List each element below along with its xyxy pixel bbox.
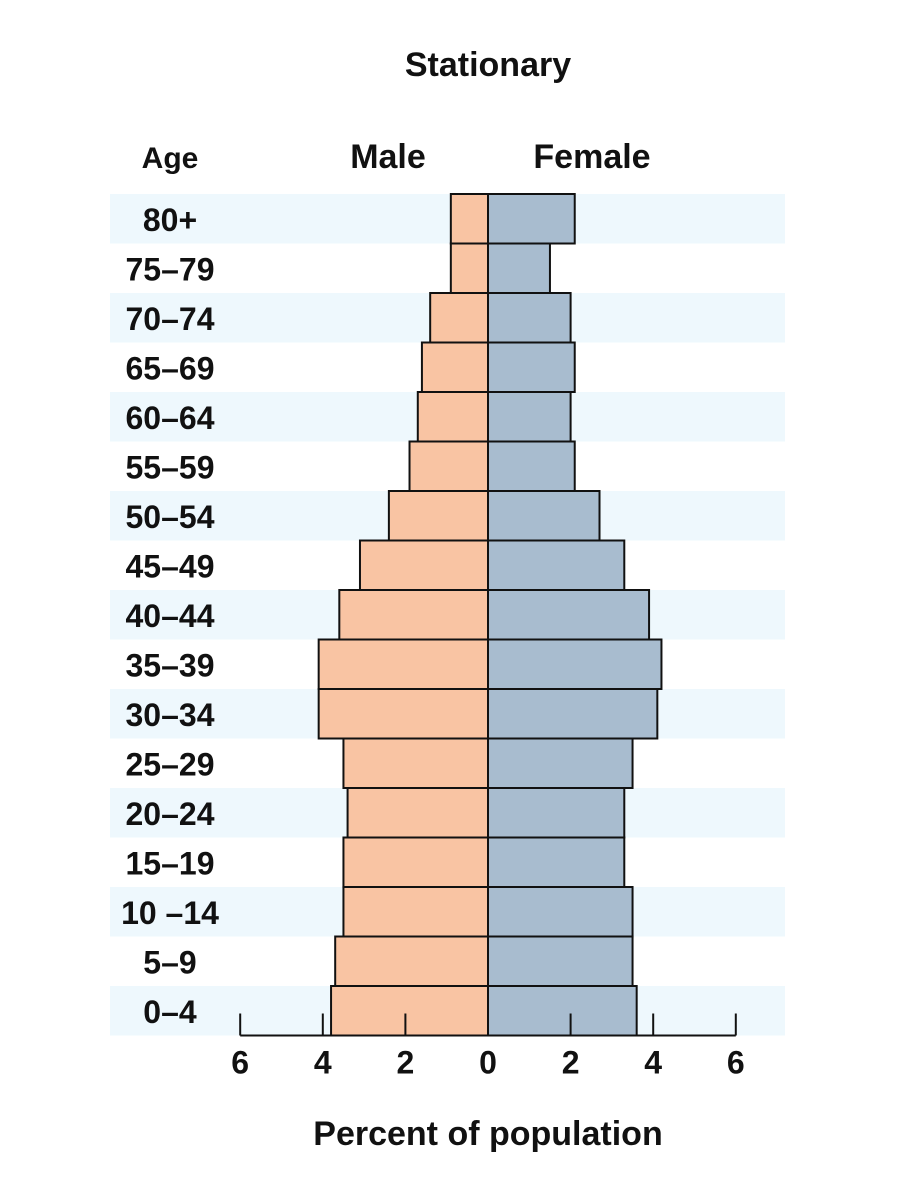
bar-male xyxy=(387,490,490,542)
age-category-label: 50–54 xyxy=(126,499,215,535)
bar-female xyxy=(487,589,651,641)
bar-female xyxy=(487,935,634,987)
x-tick-label: 6 xyxy=(727,1045,745,1081)
age-category-label: 65–69 xyxy=(126,350,215,386)
age-category-label: 40–44 xyxy=(126,598,215,634)
age-category-label: 10 –14 xyxy=(121,895,219,931)
bar-female xyxy=(487,341,576,393)
bar-male xyxy=(449,193,489,245)
age-category-label: 55–59 xyxy=(126,449,215,485)
age-category-label: 60–64 xyxy=(126,400,215,436)
bar-female xyxy=(487,193,576,245)
bar-female xyxy=(487,539,626,591)
bars xyxy=(317,193,663,1037)
bar-male xyxy=(317,638,490,690)
bar-female xyxy=(487,688,659,740)
bar-male xyxy=(429,292,489,344)
x-axis: 6 4 2 0 2 4 6 xyxy=(231,1013,745,1081)
age-category-label: 20–24 xyxy=(126,796,215,832)
bar-male xyxy=(358,539,489,591)
age-category-label: 70–74 xyxy=(126,301,215,337)
x-axis-label: Percent of population xyxy=(313,1115,662,1153)
bar-female xyxy=(487,737,634,789)
x-tick-label: 2 xyxy=(562,1045,580,1081)
legend-female: Female xyxy=(533,138,650,176)
chart-title: Stationary xyxy=(405,46,571,84)
bar-male xyxy=(330,985,489,1037)
age-category-label: 35–39 xyxy=(126,647,215,683)
age-category-label: 15–19 xyxy=(126,845,215,881)
age-category-label: 75–79 xyxy=(126,251,215,287)
bar-male xyxy=(334,935,489,987)
legend-male: Male xyxy=(350,138,426,176)
bar-male xyxy=(338,589,489,641)
bar-male xyxy=(342,886,490,938)
bar-male xyxy=(420,341,490,393)
bar-male xyxy=(317,688,490,740)
age-category-label: 25–29 xyxy=(126,746,215,782)
age-category-label: 80+ xyxy=(143,202,197,238)
bar-female xyxy=(487,985,638,1037)
bar-female xyxy=(487,836,626,888)
x-tick-label: 6 xyxy=(231,1045,249,1081)
x-tick-label: 4 xyxy=(644,1045,662,1081)
bar-female xyxy=(487,886,634,938)
age-category-label: 5–9 xyxy=(143,944,196,980)
bar-female xyxy=(487,391,572,443)
age-category-label: 30–34 xyxy=(126,697,215,733)
bar-female xyxy=(487,292,572,344)
age-category-label: 0–4 xyxy=(143,994,197,1030)
bar-female xyxy=(487,787,626,839)
bar-female xyxy=(487,440,576,492)
bar-male xyxy=(408,440,489,492)
x-tick-label: 0 xyxy=(479,1045,497,1081)
bar-male xyxy=(342,836,490,888)
bar-female xyxy=(487,638,663,690)
bar-male xyxy=(449,242,489,294)
x-tick-label: 4 xyxy=(314,1045,332,1081)
age-labels: 80+ 75–79 70–74 65–69 60–64 55–59 50–54 45–49 40… xyxy=(121,202,219,1030)
bar-female xyxy=(487,490,601,542)
age-axis-label: Age xyxy=(142,142,199,175)
age-category-label: 45–49 xyxy=(126,548,215,584)
bar-male xyxy=(346,787,489,839)
x-tick-label: 2 xyxy=(397,1045,415,1081)
row-band xyxy=(110,194,785,244)
bar-female xyxy=(487,242,551,294)
bar-male xyxy=(342,737,490,789)
bar-male xyxy=(416,391,490,443)
